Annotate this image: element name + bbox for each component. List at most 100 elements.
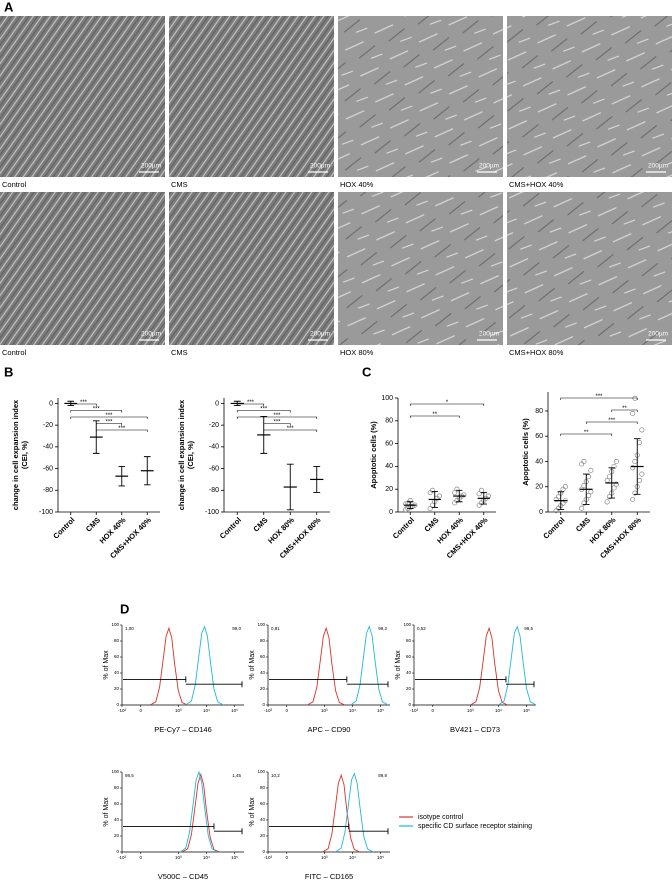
significance-label: *** — [273, 420, 281, 426]
plot-frame — [121, 772, 244, 853]
x-tick-label: -10³ — [118, 708, 127, 713]
x-tick-label: 10⁴ — [203, 855, 210, 860]
micrograph — [169, 16, 334, 177]
data-point — [630, 465, 636, 471]
y-tick-label: 0 — [539, 509, 543, 516]
y-tick-label: 80 — [385, 418, 393, 425]
x-tick-label: 10³ — [321, 855, 328, 860]
y-axis-label: change in cell expansion index — [11, 399, 20, 510]
y-tick-label: 20 — [114, 686, 120, 691]
plot-frame — [413, 625, 536, 706]
x-axis-label: APC – CD90 — [308, 725, 351, 734]
y-tick-label: 80 — [114, 638, 120, 643]
x-tick-label: -10³ — [264, 708, 273, 713]
y-tick-label: -100 — [39, 509, 53, 516]
y-tick-label: 100 — [111, 769, 119, 774]
y-axis-label: % of Max — [249, 650, 256, 680]
data-point — [611, 463, 617, 470]
histogram-curve — [181, 772, 220, 853]
gate — [123, 676, 243, 688]
y-tick-label: 60 — [114, 654, 120, 659]
data-point — [429, 487, 436, 493]
x-axis-label: FITC – CD165 — [305, 872, 353, 881]
significance-label: *** — [93, 407, 101, 413]
data-point — [630, 496, 636, 502]
significance-label: *** — [595, 394, 603, 400]
data-point — [562, 484, 568, 490]
y-tick-label: 0 — [215, 400, 219, 407]
y-tick-label: -20 — [209, 422, 219, 429]
y-tick-label: 40 — [535, 458, 543, 465]
gate-label: 1,45 — [232, 773, 241, 778]
data-point — [585, 474, 592, 480]
significance-bracket — [95, 423, 123, 426]
micrograph-caption: HOX 80% — [340, 348, 374, 357]
x-tick-label: 10⁴ — [203, 708, 210, 713]
significance-label: *** — [287, 426, 295, 432]
data-point — [579, 505, 585, 511]
x-tick-label: -10³ — [410, 708, 419, 713]
data-point — [632, 395, 638, 401]
x-tick-label: 10³ — [321, 708, 328, 713]
scale-bar-label: 200µm — [648, 331, 668, 338]
histogram-curve — [179, 770, 218, 853]
histogram-curve — [185, 625, 224, 706]
micrograph-caption: CMS+HOX 80% — [509, 348, 564, 357]
y-tick-label: 60 — [114, 801, 120, 806]
histogram-curve — [350, 625, 389, 706]
significance-label: ** — [622, 406, 627, 412]
significance-label: *** — [105, 413, 113, 419]
x-tick-label: 0 — [286, 708, 289, 713]
data-point — [436, 493, 442, 499]
y-tick-label: 60 — [385, 440, 393, 447]
y-tick-label: -20 — [43, 422, 53, 429]
significance-bracket — [560, 433, 613, 436]
data-point — [476, 491, 482, 497]
micrograph-caption: CMS — [171, 180, 188, 189]
y-axis-label: (CEI, %) — [186, 440, 195, 469]
histogram-curve — [322, 773, 361, 853]
y-tick-label: 60 — [260, 801, 266, 806]
y-tick-label: 0 — [49, 400, 53, 407]
y-tick-label: 20 — [114, 833, 120, 838]
data-point — [461, 492, 467, 498]
micrograph-caption: CMS+HOX 40% — [509, 180, 564, 189]
significance-label: *** — [247, 400, 255, 406]
significance-label: ** — [584, 430, 589, 436]
micrograph-caption: Control — [2, 348, 27, 357]
gate-label: 99,2 — [378, 626, 387, 631]
histogram-curve — [470, 626, 509, 706]
y-tick-label: 80 — [260, 785, 266, 790]
x-tick-label: 10⁵ — [231, 708, 238, 713]
significance-bracket — [263, 423, 291, 426]
y-tick-label: 80 — [260, 638, 266, 643]
gate-label: 98,5 — [125, 773, 134, 778]
y-tick-label: 100 — [111, 622, 119, 627]
micrograph-caption: Control — [2, 180, 27, 189]
data-point — [636, 439, 643, 446]
y-tick-label: 0 — [116, 849, 119, 854]
y-tick-label: 20 — [406, 686, 412, 691]
x-axis-label: V500C – CD45 — [158, 872, 208, 881]
data-point — [639, 427, 645, 433]
significance-bracket — [409, 415, 460, 418]
y-axis-label: % of Max — [103, 650, 110, 680]
x-tick-label: 10⁵ — [377, 855, 384, 860]
scale-bar-label: 200µm — [310, 163, 330, 170]
y-axis-label: Apoptotic cells (%) — [369, 421, 378, 489]
x-tick-label: 10³ — [467, 708, 474, 713]
x-tick-label: CMS — [422, 515, 440, 533]
x-tick-label: 10³ — [175, 708, 182, 713]
y-tick-label: 40 — [260, 670, 266, 675]
significance-bracket — [236, 403, 265, 406]
y-tick-label: -80 — [43, 487, 53, 494]
x-tick-label: Control — [541, 515, 566, 540]
micrograph — [338, 16, 503, 177]
gate-label: 99,5 — [524, 626, 533, 631]
y-tick-label: 40 — [114, 670, 120, 675]
data-point — [636, 477, 643, 483]
panel-label: A — [4, 0, 14, 14]
y-tick-label: -40 — [43, 444, 53, 451]
y-tick-label: 0 — [408, 702, 411, 707]
significance-bracket — [263, 429, 318, 432]
